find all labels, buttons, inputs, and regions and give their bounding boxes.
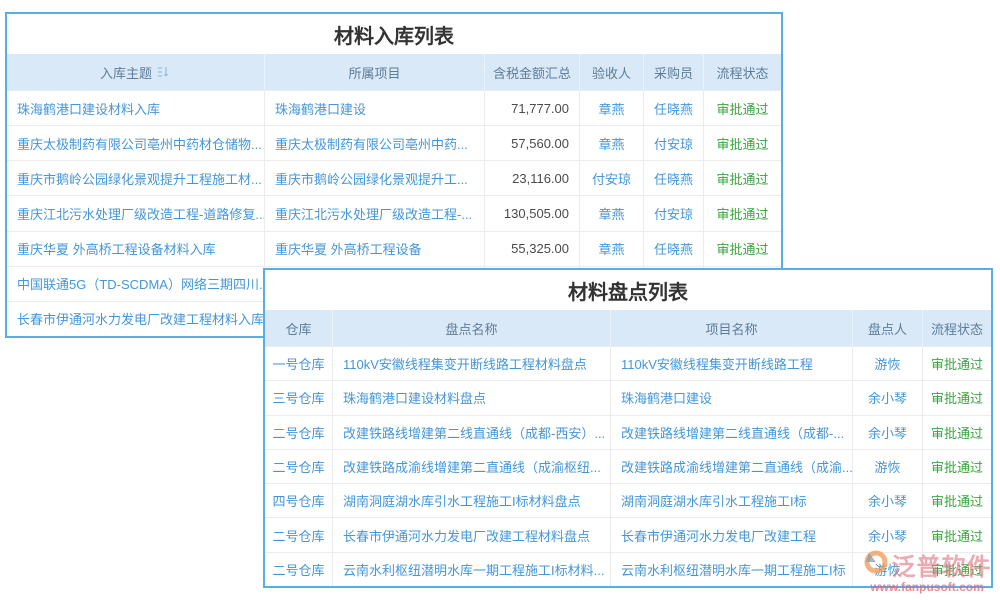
inventory-panel-title: 材料盘点列表 — [568, 281, 688, 304]
sort-lines-icon[interactable] — [158, 66, 171, 78]
table-row[interactable]: 四号仓库 湖南洞庭湖水库引水工程施工I标材料盘点 湖南洞庭湖水库引水工程施工I标… — [265, 483, 991, 518]
inbound-col-acceptor[interactable]: 验收人 — [579, 54, 643, 90]
table-row[interactable]: 二号仓库 改建铁路成渝线增建第二直通线（成渝枢纽... 改建铁路成渝线增建第二直… — [265, 448, 991, 484]
status-badge: 审批通过 — [703, 126, 781, 161]
person-cell[interactable]: 余小琴 — [852, 381, 922, 415]
project-cell[interactable]: 重庆江北污水处理厂级改造工程-... — [264, 196, 484, 231]
project-cell[interactable]: 湖南洞庭湖水库引水工程施工I标 — [610, 484, 852, 518]
subject-cell[interactable]: 珠海鹤港口建设材料入库 — [17, 101, 161, 117]
person-cell[interactable]: 余小琴 — [852, 518, 922, 552]
amount-cell: 130,505.00 — [484, 196, 579, 231]
purchaser-cell[interactable]: 任晓燕 — [643, 91, 703, 126]
inventory-name-cell[interactable]: 云南水利枢纽潜明水库一期工程施工I标材料... — [332, 552, 610, 586]
acceptor-cell[interactable]: 章燕 — [579, 196, 643, 231]
warehouse-cell[interactable]: 二号仓库 — [272, 459, 325, 475]
warehouse-cell[interactable]: 四号仓库 — [272, 494, 325, 510]
amount-cell: 71,777.00 — [484, 91, 579, 126]
amount-cell: 23,116.00 — [484, 161, 579, 196]
status-badge: 审批通过 — [703, 91, 781, 126]
status-badge: 审批通过 — [703, 161, 781, 196]
inbound-col-status[interactable]: 流程状态 — [703, 54, 781, 90]
table-row[interactable]: 一号仓库 110kV安徽线程集变开断线路工程材料盘点 110kV安徽线程集变开断… — [265, 346, 991, 381]
warehouse-cell[interactable]: 二号仓库 — [272, 562, 325, 578]
project-cell[interactable]: 云南水利枢纽潜明水库一期工程施工I标 — [610, 552, 852, 586]
status-badge: 审批通过 — [922, 518, 991, 552]
status-badge: 审批通过 — [922, 381, 991, 415]
status-badge: 审批通过 — [922, 484, 991, 518]
status-badge: 审批通过 — [922, 347, 991, 381]
amount-cell: 55,325.00 — [484, 231, 579, 266]
status-badge: 审批通过 — [703, 231, 781, 266]
subject-cell[interactable]: 重庆华夏 外高桥工程设备材料入库 — [17, 242, 216, 258]
inbound-header-row: 入库主题 所属项目 含税金额汇总 验收人 采购员 流程状态 — [7, 54, 781, 90]
project-cell[interactable]: 长春市伊通河水力发电厂改建工程 — [610, 518, 852, 552]
inventory-header-row: 仓库 盘点名称 项目名称 盘点人 流程状态 — [265, 310, 991, 346]
status-badge: 审批通过 — [703, 196, 781, 231]
subject-cell[interactable]: 长春市伊通河水力发电厂改建工程材料入库 — [17, 312, 264, 328]
subject-cell[interactable]: 重庆江北污水处理厂级改造工程-道路修复... — [17, 206, 264, 222]
table-row[interactable]: 珠海鹤港口建设材料入库 珠海鹤港口建设 71,777.00 章燕 任晓燕 审批通… — [7, 90, 781, 126]
status-badge: 审批通过 — [922, 449, 991, 484]
inbound-col-amount[interactable]: 含税金额汇总 — [484, 54, 579, 90]
inventory-col-warehouse[interactable]: 仓库 — [285, 321, 312, 337]
inbound-col-project[interactable]: 所属项目 — [264, 54, 484, 90]
warehouse-cell[interactable]: 二号仓库 — [272, 528, 325, 544]
acceptor-cell[interactable]: 付安琼 — [579, 161, 643, 196]
subject-cell[interactable]: 重庆太极制药有限公司亳州中药材仓储物... — [17, 136, 262, 152]
purchaser-cell[interactable]: 任晓燕 — [643, 231, 703, 266]
inventory-name-cell[interactable]: 湖南洞庭湖水库引水工程施工I标材料盘点 — [332, 484, 610, 518]
status-badge: 审批通过 — [922, 552, 991, 586]
inventory-col-person[interactable]: 盘点人 — [852, 310, 922, 346]
project-cell[interactable]: 改建铁路成渝线增建第二直通线（成渝... — [610, 449, 852, 484]
inbound-col-subject[interactable]: 入库主题 — [7, 54, 264, 90]
inventory-col-name[interactable]: 盘点名称 — [332, 310, 610, 346]
table-row[interactable]: 重庆太极制药有限公司亳州中药材仓储物... 重庆太极制药有限公司亳州中药... … — [7, 125, 781, 161]
subject-cell[interactable]: 重庆市鹅岭公园绿化景观提升工程施工材... — [17, 171, 262, 187]
purchaser-cell[interactable]: 付安琼 — [643, 196, 703, 231]
inventory-body: 一号仓库 110kV安徽线程集变开断线路工程材料盘点 110kV安徽线程集变开断… — [265, 346, 991, 586]
acceptor-cell[interactable]: 章燕 — [579, 231, 643, 266]
project-cell[interactable]: 重庆华夏 外高桥工程设备 — [264, 231, 484, 266]
person-cell[interactable]: 余小琴 — [852, 415, 922, 449]
table-row[interactable]: 重庆市鹅岭公园绿化景观提升工程施工材... 重庆市鹅岭公园绿化景观提升工... … — [7, 160, 781, 196]
person-cell[interactable]: 游恢 — [852, 449, 922, 484]
inbound-panel-title: 材料入库列表 — [334, 25, 454, 48]
inventory-name-cell[interactable]: 110kV安徽线程集变开断线路工程材料盘点 — [332, 347, 610, 381]
warehouse-cell[interactable]: 一号仓库 — [272, 357, 325, 373]
person-cell[interactable]: 游恢 — [852, 552, 922, 586]
table-row[interactable]: 重庆华夏 外高桥工程设备材料入库 重庆华夏 外高桥工程设备 55,325.00 … — [7, 230, 781, 266]
status-badge: 审批通过 — [922, 415, 991, 449]
project-cell[interactable]: 110kV安徽线程集变开断线路工程 — [610, 347, 852, 381]
project-cell[interactable]: 改建铁路线增建第二线直通线（成都-... — [610, 415, 852, 449]
inventory-list-panel: 材料盘点列表 仓库 盘点名称 项目名称 盘点人 流程状态 一号仓库 110kV安… — [263, 268, 993, 588]
subject-cell[interactable]: 中国联通5G（TD-SCDMA）网络三期四川... — [17, 277, 264, 293]
project-cell[interactable]: 珠海鹤港口建设 — [264, 91, 484, 126]
person-cell[interactable]: 余小琴 — [852, 484, 922, 518]
acceptor-cell[interactable]: 章燕 — [579, 91, 643, 126]
table-row[interactable]: 二号仓库 改建铁路线增建第二线直通线（成都-西安）... 改建铁路线增建第二线直… — [265, 414, 991, 449]
purchaser-cell[interactable]: 付安琼 — [643, 126, 703, 161]
table-row[interactable]: 二号仓库 长春市伊通河水力发电厂改建工程材料盘点 长春市伊通河水力发电厂改建工程… — [265, 517, 991, 552]
warehouse-cell[interactable]: 二号仓库 — [272, 425, 325, 441]
inventory-name-cell[interactable]: 改建铁路成渝线增建第二直通线（成渝枢纽... — [332, 449, 610, 484]
inventory-name-cell[interactable]: 改建铁路线增建第二线直通线（成都-西安）... — [332, 415, 610, 449]
acceptor-cell[interactable]: 章燕 — [579, 126, 643, 161]
person-cell[interactable]: 游恢 — [852, 347, 922, 381]
purchaser-cell[interactable]: 任晓燕 — [643, 161, 703, 196]
table-row[interactable]: 三号仓库 珠海鹤港口建设材料盘点 珠海鹤港口建设 余小琴 审批通过 — [265, 380, 991, 415]
table-row[interactable]: 二号仓库 云南水利枢纽潜明水库一期工程施工I标材料... 云南水利枢纽潜明水库一… — [265, 551, 991, 586]
project-cell[interactable]: 重庆太极制药有限公司亳州中药... — [264, 126, 484, 161]
project-cell[interactable]: 珠海鹤港口建设 — [610, 381, 852, 415]
inventory-name-cell[interactable]: 珠海鹤港口建设材料盘点 — [332, 381, 610, 415]
inventory-col-status[interactable]: 流程状态 — [922, 310, 991, 346]
amount-cell: 57,560.00 — [484, 126, 579, 161]
project-cell[interactable]: 重庆市鹅岭公园绿化景观提升工... — [264, 161, 484, 196]
inventory-name-cell[interactable]: 长春市伊通河水力发电厂改建工程材料盘点 — [332, 518, 610, 552]
warehouse-cell[interactable]: 三号仓库 — [272, 391, 325, 407]
inbound-col-purchaser[interactable]: 采购员 — [643, 54, 703, 90]
table-row[interactable]: 重庆江北污水处理厂级改造工程-道路修复... 重庆江北污水处理厂级改造工程-..… — [7, 195, 781, 231]
inventory-col-project[interactable]: 项目名称 — [610, 310, 852, 346]
